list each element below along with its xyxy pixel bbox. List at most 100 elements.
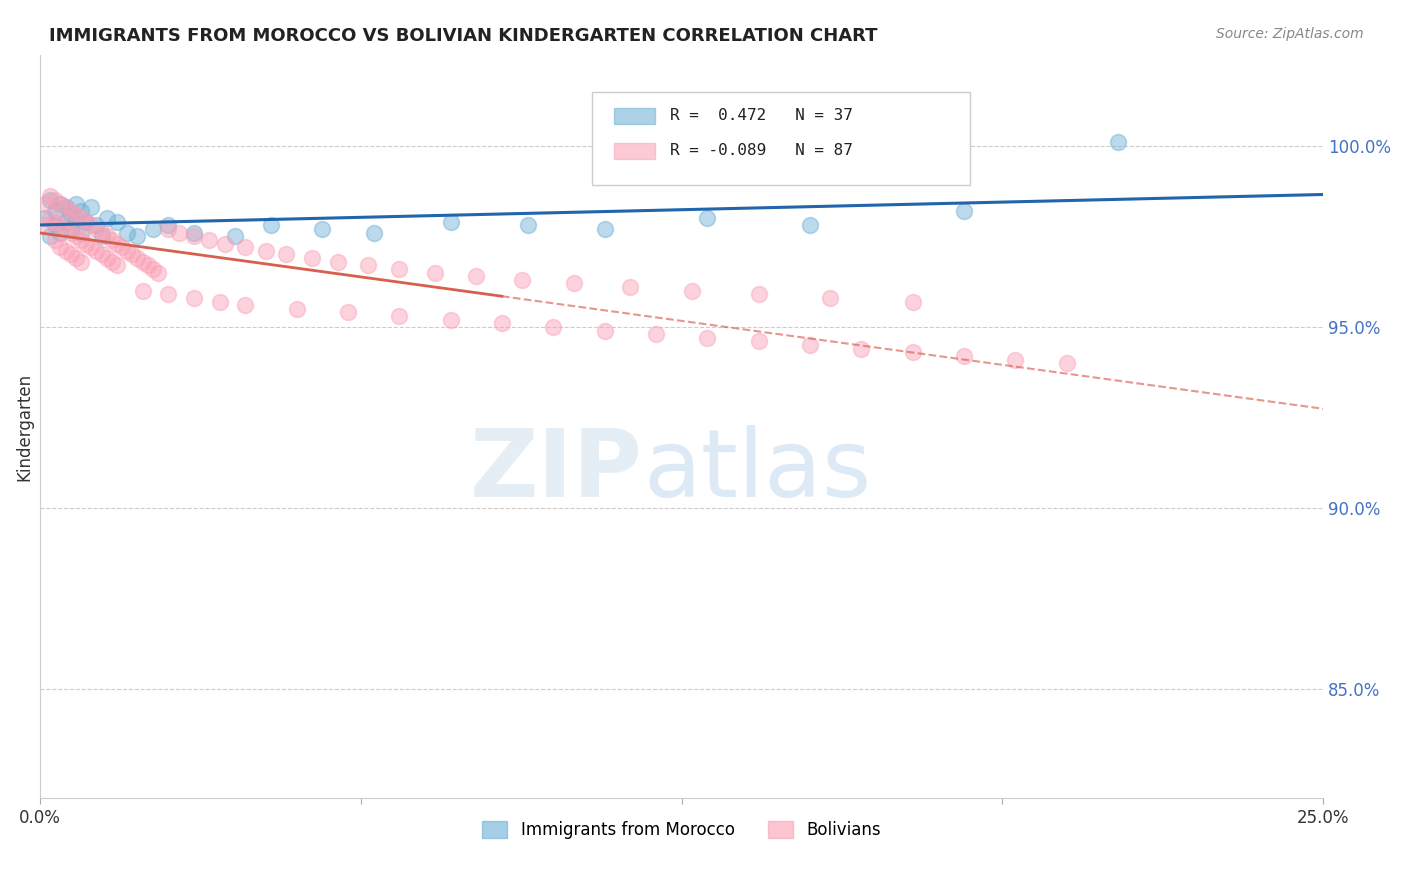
Point bbox=[439, 312, 461, 326]
Point bbox=[55, 200, 77, 214]
Point bbox=[49, 196, 72, 211]
Point bbox=[59, 208, 82, 222]
Point bbox=[44, 233, 66, 247]
Point bbox=[388, 309, 411, 323]
Text: R =  0.472   N = 37: R = 0.472 N = 37 bbox=[671, 108, 853, 123]
Point bbox=[44, 204, 66, 219]
Point bbox=[224, 229, 246, 244]
Point bbox=[363, 226, 385, 240]
Point bbox=[681, 284, 703, 298]
Point bbox=[96, 229, 118, 244]
Point bbox=[34, 196, 56, 211]
Point bbox=[593, 222, 616, 236]
Point bbox=[276, 247, 298, 261]
Point bbox=[49, 196, 72, 211]
Point bbox=[70, 254, 93, 268]
Point bbox=[439, 215, 461, 229]
Point bbox=[1056, 356, 1078, 370]
Point bbox=[75, 236, 97, 251]
FancyBboxPatch shape bbox=[613, 143, 655, 159]
Point bbox=[49, 226, 72, 240]
Point bbox=[39, 229, 62, 244]
Text: ZIP: ZIP bbox=[470, 425, 643, 517]
Point bbox=[311, 222, 333, 236]
Point bbox=[90, 226, 112, 240]
Point bbox=[851, 342, 873, 356]
Point bbox=[183, 291, 205, 305]
Point bbox=[901, 345, 924, 359]
Point bbox=[44, 219, 66, 233]
Point bbox=[183, 226, 205, 240]
FancyBboxPatch shape bbox=[613, 108, 655, 124]
Point bbox=[55, 215, 77, 229]
Text: atlas: atlas bbox=[643, 425, 872, 517]
Point bbox=[39, 211, 62, 226]
Point bbox=[260, 219, 283, 233]
Point bbox=[953, 204, 976, 219]
Point bbox=[101, 233, 124, 247]
Point bbox=[285, 301, 308, 316]
Text: IMMIGRANTS FROM MOROCCO VS BOLIVIAN KINDERGARTEN CORRELATION CHART: IMMIGRANTS FROM MOROCCO VS BOLIVIAN KIND… bbox=[49, 27, 877, 45]
Point bbox=[1004, 352, 1026, 367]
Point bbox=[388, 262, 411, 277]
Point bbox=[146, 266, 169, 280]
Point bbox=[233, 298, 256, 312]
Point bbox=[80, 219, 103, 233]
Legend: Immigrants from Morocco, Bolivians: Immigrants from Morocco, Bolivians bbox=[475, 814, 887, 846]
Point bbox=[59, 247, 82, 261]
Text: Source: ZipAtlas.com: Source: ZipAtlas.com bbox=[1216, 27, 1364, 41]
Point bbox=[39, 193, 62, 207]
Point bbox=[336, 305, 359, 319]
Point bbox=[142, 222, 165, 236]
Point bbox=[105, 215, 128, 229]
Point bbox=[105, 236, 128, 251]
Point bbox=[127, 229, 149, 244]
Point bbox=[696, 331, 718, 345]
Point bbox=[799, 219, 821, 233]
Point bbox=[115, 244, 138, 258]
Point bbox=[70, 211, 93, 226]
Point bbox=[55, 200, 77, 214]
Point bbox=[425, 266, 447, 280]
Point bbox=[80, 240, 103, 254]
Point bbox=[208, 294, 231, 309]
Point bbox=[157, 222, 180, 236]
Point bbox=[820, 291, 842, 305]
Point bbox=[747, 334, 769, 349]
Point bbox=[101, 254, 124, 268]
Point bbox=[465, 269, 488, 284]
Text: R = -0.089   N = 87: R = -0.089 N = 87 bbox=[671, 143, 853, 158]
Point bbox=[1107, 135, 1129, 149]
Point bbox=[799, 338, 821, 352]
Point bbox=[747, 287, 769, 301]
Point bbox=[644, 327, 666, 342]
Point bbox=[44, 215, 66, 229]
Point bbox=[167, 226, 190, 240]
Point bbox=[75, 215, 97, 229]
Point bbox=[326, 254, 349, 268]
Point bbox=[136, 258, 159, 272]
FancyBboxPatch shape bbox=[592, 92, 970, 186]
Point bbox=[233, 240, 256, 254]
Point bbox=[65, 208, 87, 222]
Point bbox=[357, 258, 380, 272]
Point bbox=[121, 247, 143, 261]
Point bbox=[131, 284, 153, 298]
Point bbox=[562, 277, 585, 291]
Point bbox=[75, 215, 97, 229]
Point bbox=[59, 226, 82, 240]
Point bbox=[55, 222, 77, 236]
Point bbox=[516, 219, 538, 233]
Point bbox=[59, 204, 82, 219]
Point bbox=[90, 229, 112, 244]
Point bbox=[127, 251, 149, 265]
Point bbox=[86, 244, 108, 258]
Point bbox=[49, 240, 72, 254]
Point bbox=[65, 251, 87, 265]
Point bbox=[34, 219, 56, 233]
Point bbox=[254, 244, 277, 258]
Point bbox=[49, 219, 72, 233]
Point bbox=[157, 287, 180, 301]
Point bbox=[70, 226, 93, 240]
Point bbox=[96, 251, 118, 265]
